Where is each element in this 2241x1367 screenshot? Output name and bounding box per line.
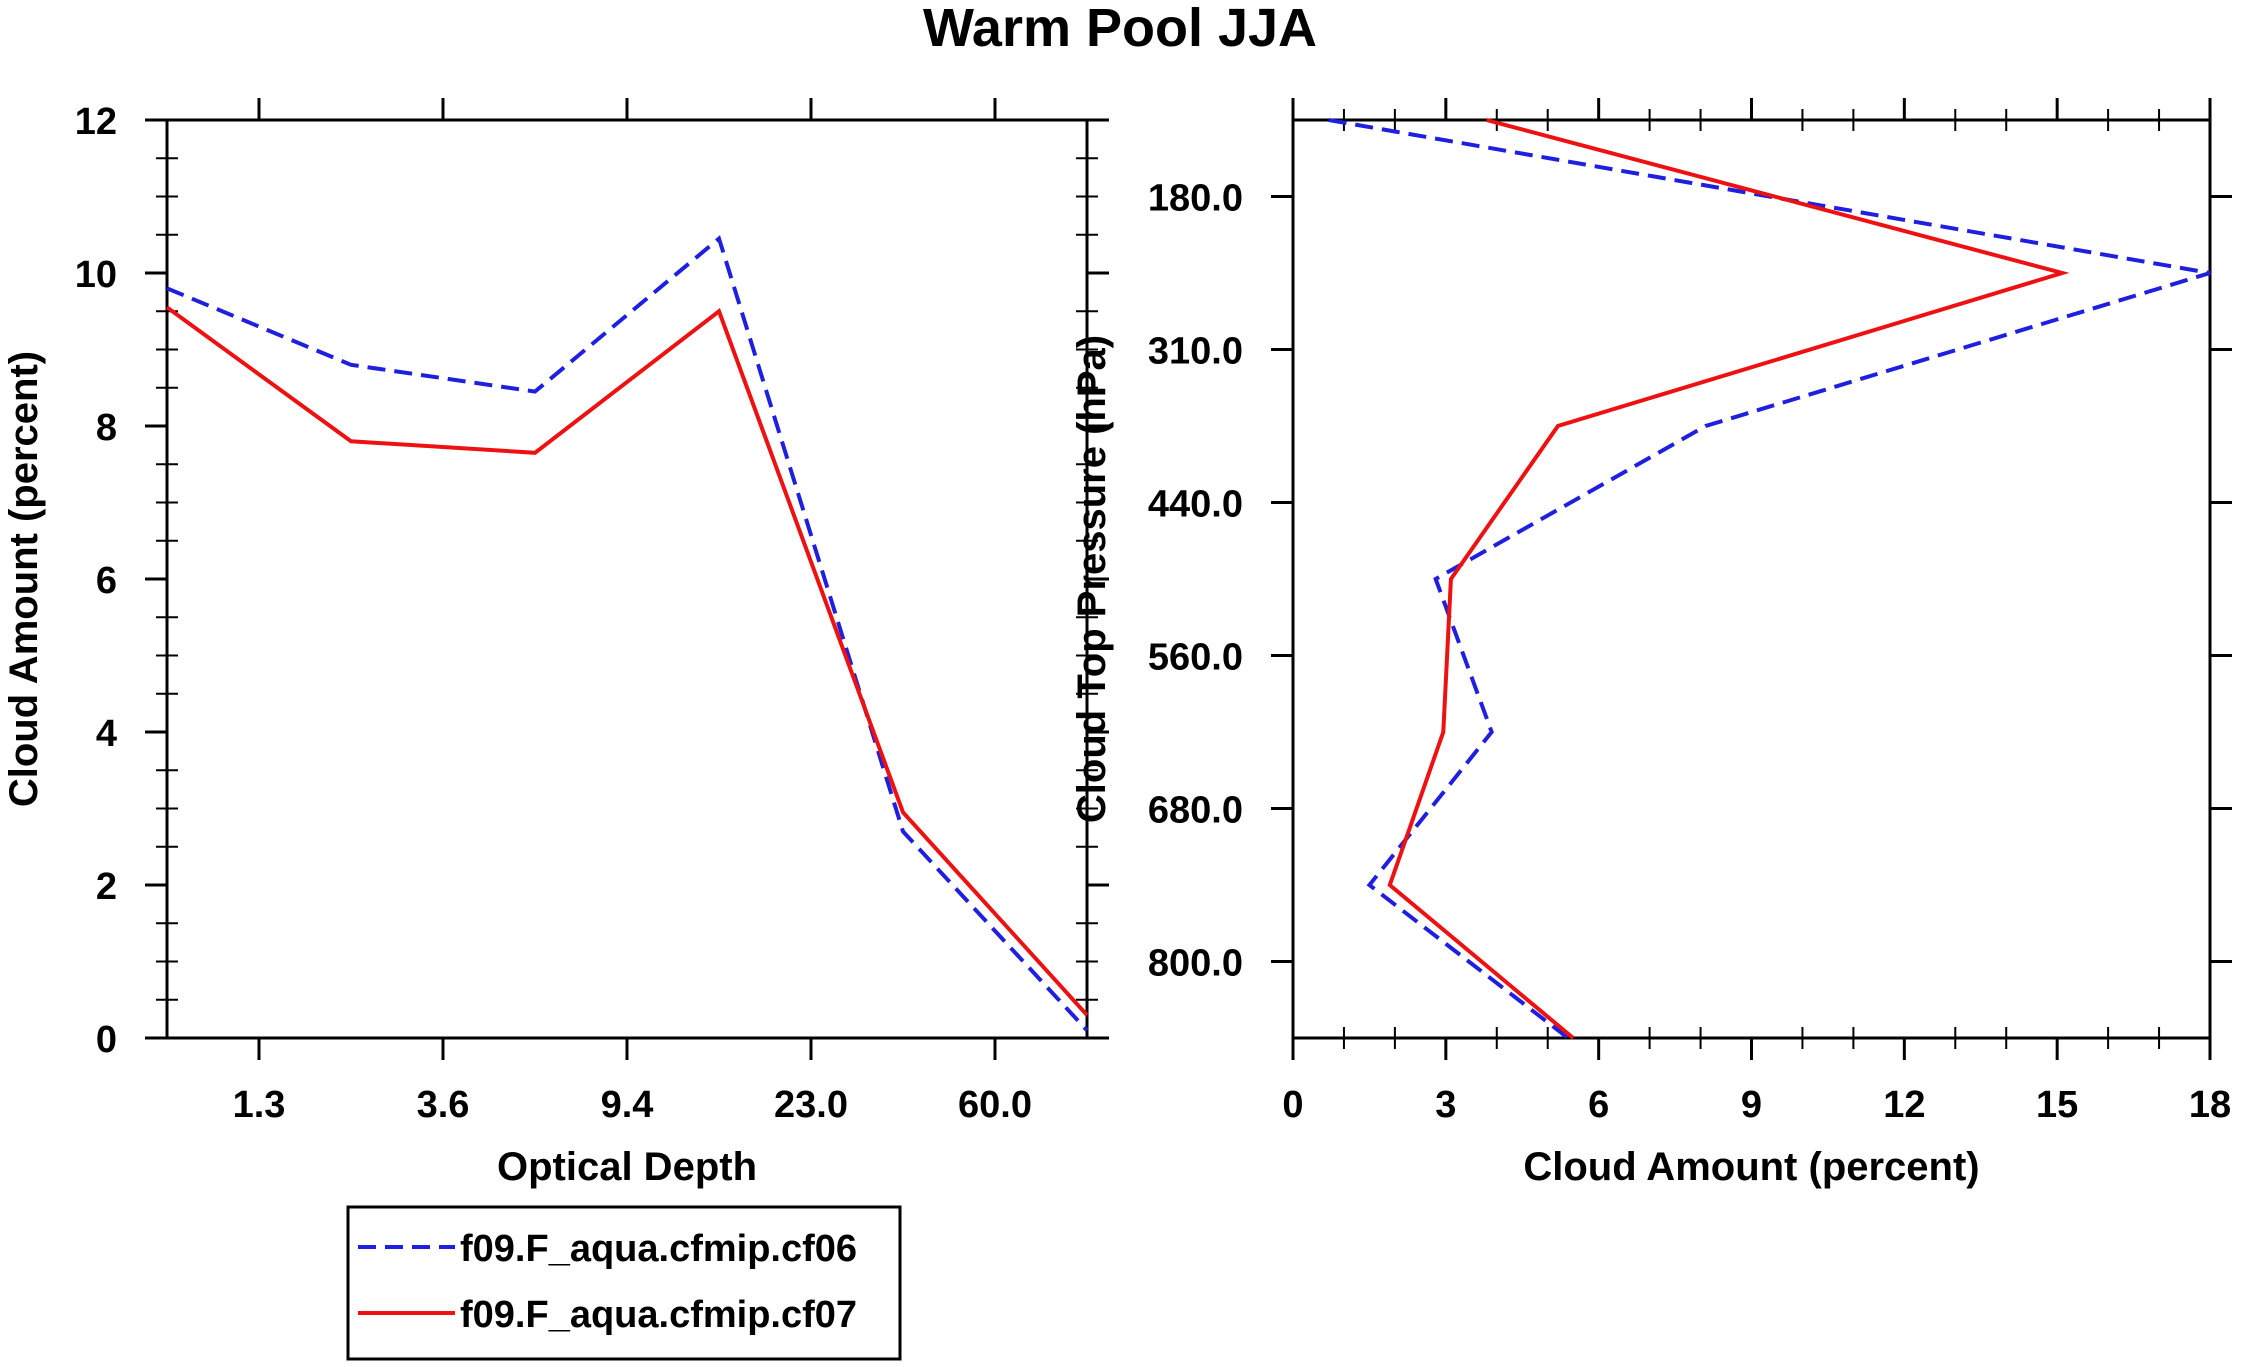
x-tick-label: 6 xyxy=(1588,1084,1609,1126)
y-tick-label: 680.0 xyxy=(1148,790,1243,832)
y-axis-label: Cloud Amount (percent) xyxy=(2,351,46,807)
legend: f09.F_aqua.cfmip.cf06 f09.F_aqua.cfmip.c… xyxy=(346,1205,902,1361)
y-axis-label: Cloud Top Pressure (hPa) xyxy=(1070,335,1114,823)
x-tick-label: 1.3 xyxy=(233,1084,286,1126)
left-plot-frame xyxy=(165,118,1089,1040)
y-tick-label: 800.0 xyxy=(1148,943,1243,985)
series-line-cf06 xyxy=(166,235,1089,1032)
x-tick-label: 9.4 xyxy=(601,1084,654,1126)
x-tick-label: 0 xyxy=(1282,1084,1303,1126)
y-tick-label: 10 xyxy=(75,254,117,296)
x-tick-label: 15 xyxy=(2036,1084,2078,1126)
y-tick-label: 440.0 xyxy=(1148,484,1243,526)
y-tick-label: 4 xyxy=(96,713,117,755)
y-tick-label: 0 xyxy=(96,1019,117,1061)
y-tick-label: 2 xyxy=(96,866,117,908)
right-plot-frame xyxy=(1291,118,2212,1040)
y-tick-label: 180.0 xyxy=(1148,178,1243,220)
y-tick-label: 310.0 xyxy=(1148,331,1243,373)
x-axis-label: Optical Depth xyxy=(497,1145,757,1189)
x-tick-label: 18 xyxy=(2189,1084,2231,1126)
legend-box xyxy=(346,1205,902,1361)
series-line-cf06 xyxy=(1328,118,2211,1040)
x-tick-label: 12 xyxy=(1883,1084,1925,1126)
x-tick-label: 23.0 xyxy=(774,1084,848,1126)
y-tick-label: 6 xyxy=(96,560,117,602)
chart-title: Warm Pool JJA xyxy=(923,0,1317,58)
left-plot-optical-depth: 0 2 4 6 8 10 12 1.3 3.6 9.4 23.0 60.0 Optical Depth C… xyxy=(2,98,1109,1189)
y-tick-label: 8 xyxy=(96,407,117,449)
y-tick-label: 12 xyxy=(75,101,117,143)
x-axis-label: Cloud Amount (percent) xyxy=(1523,1145,1979,1189)
series-line-cf07 xyxy=(165,305,1089,1017)
x-tick-label: 3.6 xyxy=(417,1084,470,1126)
legend-label-cf06: f09.F_aqua.cfmip.cf06 xyxy=(460,1228,857,1270)
series-line-cf07 xyxy=(1387,118,2070,1040)
x-tick-label: 3 xyxy=(1435,1084,1456,1126)
y-tick-label: 560.0 xyxy=(1148,637,1243,679)
x-tick-label: 9 xyxy=(1741,1084,1762,1126)
right-plot-cloud-top-pressure: 0 3 6 9 12 15 18 180.0 310.0 440.0 560.0 680.0 800.0… xyxy=(1070,98,2232,1189)
x-tick-label: 60.0 xyxy=(958,1084,1032,1126)
legend-label-cf07: f09.F_aqua.cfmip.cf07 xyxy=(460,1294,857,1336)
